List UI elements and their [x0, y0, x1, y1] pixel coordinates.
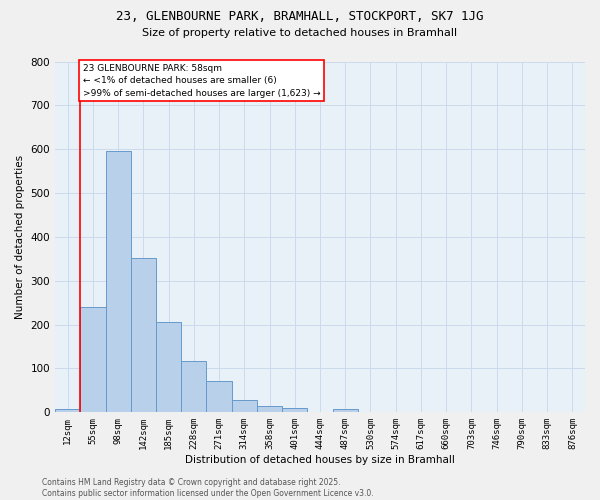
X-axis label: Distribution of detached houses by size in Bramhall: Distribution of detached houses by size …	[185, 455, 455, 465]
Text: Contains HM Land Registry data © Crown copyright and database right 2025.
Contai: Contains HM Land Registry data © Crown c…	[42, 478, 374, 498]
Bar	[156, 322, 181, 412]
Text: 23, GLENBOURNE PARK, BRAMHALL, STOCKPORT, SK7 1JG: 23, GLENBOURNE PARK, BRAMHALL, STOCKPORT…	[116, 10, 484, 23]
Bar	[106, 150, 131, 412]
Text: 23 GLENBOURNE PARK: 58sqm
← <1% of detached houses are smaller (6)
>99% of semi-: 23 GLENBOURNE PARK: 58sqm ← <1% of detac…	[83, 64, 320, 98]
Bar	[257, 406, 282, 412]
Bar	[131, 258, 156, 412]
Text: Size of property relative to detached houses in Bramhall: Size of property relative to detached ho…	[142, 28, 458, 38]
Bar	[80, 307, 106, 412]
Bar	[181, 361, 206, 412]
Bar	[55, 409, 80, 412]
Bar	[206, 381, 232, 412]
Y-axis label: Number of detached properties: Number of detached properties	[15, 155, 25, 319]
Bar	[332, 409, 358, 412]
Bar	[232, 400, 257, 412]
Bar	[282, 408, 307, 412]
